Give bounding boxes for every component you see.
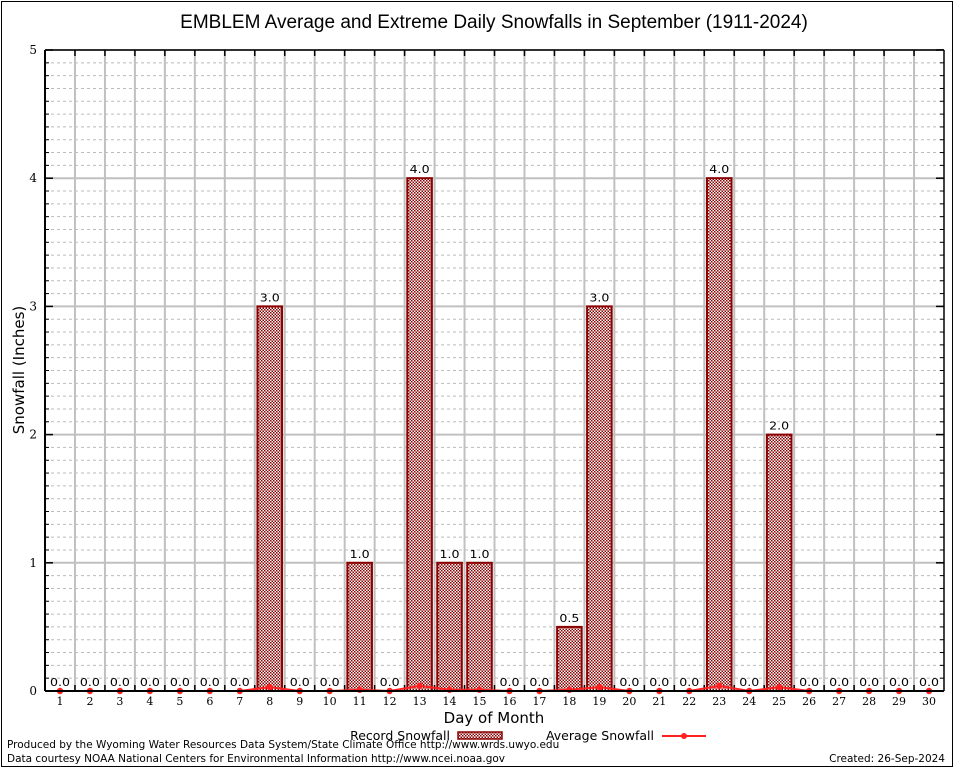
- y-tick-label: 1: [29, 556, 37, 570]
- x-tick-label: 18: [562, 695, 576, 708]
- x-tick-label: 13: [413, 695, 427, 708]
- bar-day-15: [466, 561, 493, 692]
- bar-label: 0.0: [140, 676, 160, 689]
- x-tick-label: 9: [296, 695, 303, 708]
- x-tick-label: 30: [922, 695, 936, 708]
- y-tick-label: 4: [29, 171, 37, 185]
- y-tick-label: 0: [29, 684, 37, 698]
- bar-label: 0.0: [320, 676, 340, 689]
- bar-label: 2.0: [769, 420, 789, 433]
- bar-label: 1.0: [350, 548, 370, 561]
- bar-label: 0.0: [50, 676, 70, 689]
- y-tick-label: 3: [29, 299, 37, 313]
- x-tick-label: 7: [236, 695, 243, 708]
- y-tick-labels: 0 1 2 3 4 5: [29, 43, 37, 698]
- x-axis-label: Day of Month: [444, 709, 545, 727]
- bar-label: 3.0: [589, 291, 609, 304]
- bar-label: 0.0: [799, 676, 819, 689]
- x-tick-label: 15: [473, 695, 487, 708]
- chart-title: EMBLEM Average and Extreme Daily Snowfal…: [180, 12, 808, 33]
- x-tick-labels: 1 2 3 4 5 6 7 8 9 10 11 12 13 14 15 16 17 18 19 20 21 22 23 24 2…: [56, 695, 936, 708]
- average-point-day-23: [716, 682, 723, 690]
- bar-label: 0.0: [829, 676, 849, 689]
- x-tick-label: 10: [323, 695, 337, 708]
- credit-produced-by: Produced by the Wyoming Water Resources …: [7, 739, 559, 751]
- bar-label: 0.0: [200, 676, 220, 689]
- bar-label: 3.0: [260, 291, 280, 304]
- bar-day-8: [256, 305, 284, 692]
- x-tick-label: 19: [592, 695, 606, 708]
- legend-label-record: Record Snowfall: [350, 728, 450, 743]
- x-tick-label: 4: [146, 695, 153, 708]
- created-date: Created: 26-Sep-2024: [829, 753, 945, 765]
- credit-data-courtesy: Data courtesy NOAA National Centers for …: [7, 753, 505, 765]
- y-tick-label: 5: [29, 43, 37, 57]
- bar-label: 0.0: [529, 676, 549, 689]
- axes: [44, 49, 945, 692]
- bar-label: 0.0: [170, 676, 190, 689]
- bar-label: 0.0: [499, 676, 519, 689]
- x-tick-label: 27: [832, 695, 846, 708]
- bar-day-19: [586, 305, 613, 692]
- x-tick-label: 21: [652, 695, 666, 708]
- average-point-day-19: [596, 683, 603, 691]
- y-axis-label: Snowfall (Inches): [10, 306, 28, 434]
- bar-label: 0.0: [919, 676, 939, 689]
- legend-swatch-record: [457, 731, 503, 740]
- x-tick-label: 12: [383, 695, 397, 708]
- x-tick-label: 2: [86, 695, 93, 708]
- x-tick-label: 24: [742, 695, 756, 708]
- bar-day-13: [406, 177, 433, 692]
- bar-label: 0.0: [889, 676, 909, 689]
- bar-label: 0.5: [559, 612, 579, 625]
- bar-label: 1.0: [440, 548, 460, 561]
- bar-day-14: [436, 561, 463, 692]
- y-tick-label: 2: [29, 428, 37, 442]
- x-tick-label: 29: [892, 695, 906, 708]
- bar-labels: 0.0 0.0 0.0 0.0 0.0 0.0 0.0 3.0 0.0 0.0 1.0 0.0 4.0 1…: [50, 163, 939, 689]
- bar-day-11: [346, 561, 373, 692]
- x-tick-label: 28: [862, 695, 876, 708]
- x-tick-label: 23: [712, 695, 726, 708]
- bar-label: 0.0: [619, 676, 639, 689]
- bar-label: 0.0: [290, 676, 310, 689]
- legend-swatch-average-marker: [681, 733, 687, 739]
- bar-day-23: [705, 177, 733, 692]
- bar-label: 4.0: [410, 163, 430, 176]
- bar-label: 0.0: [739, 676, 759, 689]
- grid: [45, 49, 944, 691]
- x-tick-label: 1: [56, 695, 63, 708]
- legend: Record Snowfall Average Snowfall: [350, 728, 706, 743]
- bar-label: 0.0: [679, 676, 699, 689]
- average-point-day-8: [266, 683, 273, 691]
- bar-day-25: [765, 433, 793, 692]
- x-tick-label: 22: [682, 695, 696, 708]
- x-tick-label: 20: [622, 695, 636, 708]
- x-tick-label: 6: [206, 695, 213, 708]
- average-point-day-13: [416, 682, 423, 690]
- x-tick-label: 8: [266, 695, 273, 708]
- bar-label: 0.0: [380, 676, 400, 689]
- bar-label: 0.0: [230, 676, 250, 689]
- bar-label: 1.0: [470, 548, 490, 561]
- bar-label: 0.0: [80, 676, 100, 689]
- legend-label-average: Average Snowfall: [546, 728, 654, 743]
- x-tick-label: 3: [116, 695, 123, 708]
- x-tick-label: 25: [772, 695, 786, 708]
- bar-label: 0.0: [649, 676, 669, 689]
- x-tick-label: 5: [176, 695, 183, 708]
- bar-day-18: [556, 625, 583, 693]
- bar-label: 0.0: [859, 676, 879, 689]
- x-tick-label: 26: [802, 695, 816, 708]
- bar-label: 0.0: [110, 676, 130, 689]
- average-point-day-25: [775, 683, 783, 691]
- x-tick-label: 14: [443, 695, 457, 708]
- bar-label: 4.0: [709, 163, 729, 176]
- x-tick-label: 17: [532, 695, 546, 708]
- x-tick-label: 16: [502, 695, 516, 708]
- x-tick-label: 11: [353, 695, 367, 708]
